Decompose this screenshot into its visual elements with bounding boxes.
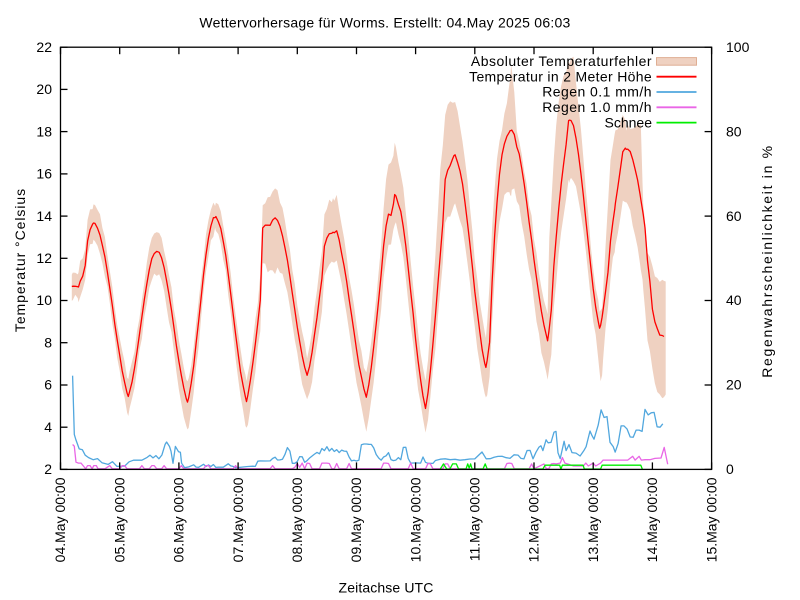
svg-text:80: 80	[726, 123, 742, 139]
svg-text:2: 2	[44, 461, 52, 477]
svg-text:Regen 0.1 mm/h: Regen 0.1 mm/h	[542, 84, 652, 100]
svg-text:20: 20	[36, 81, 52, 97]
svg-text:Regenwahrscheinlichkeit in %: Regenwahrscheinlichkeit in %	[759, 144, 775, 378]
svg-text:Temperatur °Celsius: Temperatur °Celsius	[12, 188, 28, 332]
svg-text:12: 12	[36, 250, 52, 266]
svg-text:60: 60	[726, 208, 742, 224]
svg-text:10.May 00:00: 10.May 00:00	[407, 477, 423, 562]
svg-text:07.May 00:00: 07.May 00:00	[230, 477, 246, 562]
svg-text:06.May 00:00: 06.May 00:00	[171, 477, 187, 562]
svg-text:14: 14	[36, 208, 52, 224]
svg-text:13.May 00:00: 13.May 00:00	[585, 477, 601, 562]
svg-text:20: 20	[726, 377, 742, 393]
svg-text:100: 100	[726, 39, 750, 55]
svg-text:12.May 00:00: 12.May 00:00	[526, 477, 542, 562]
svg-text:Temperatur in 2 Meter Höhe: Temperatur in 2 Meter Höhe	[469, 68, 652, 84]
svg-text:40: 40	[726, 292, 742, 308]
svg-text:Absoluter Temperaturfehler: Absoluter Temperaturfehler	[471, 53, 652, 69]
svg-text:10: 10	[36, 292, 52, 308]
svg-text:4: 4	[44, 419, 52, 435]
svg-text:6: 6	[44, 377, 52, 393]
svg-text:8: 8	[44, 334, 52, 350]
svg-text:14.May 00:00: 14.May 00:00	[644, 477, 660, 562]
svg-text:Wettervorhersage für Worms. Er: Wettervorhersage für Worms. Erstellt: 04…	[199, 14, 570, 30]
svg-text:08.May 00:00: 08.May 00:00	[289, 477, 305, 562]
svg-text:05.May 00:00: 05.May 00:00	[111, 477, 127, 562]
svg-text:22: 22	[36, 39, 52, 55]
svg-text:18: 18	[36, 123, 52, 139]
svg-text:Zeitachse UTC: Zeitachse UTC	[339, 579, 434, 595]
svg-text:15.May 00:00: 15.May 00:00	[703, 477, 719, 562]
svg-text:16: 16	[36, 166, 52, 182]
svg-text:Regen 1.0 mm/h: Regen 1.0 mm/h	[542, 99, 652, 115]
svg-text:04.May 00:00: 04.May 00:00	[52, 477, 68, 562]
svg-text:0: 0	[726, 461, 734, 477]
svg-text:09.May 00:00: 09.May 00:00	[348, 477, 364, 562]
svg-text:11.May 00:00: 11.May 00:00	[467, 477, 483, 561]
svg-text:Schnee: Schnee	[605, 114, 653, 130]
